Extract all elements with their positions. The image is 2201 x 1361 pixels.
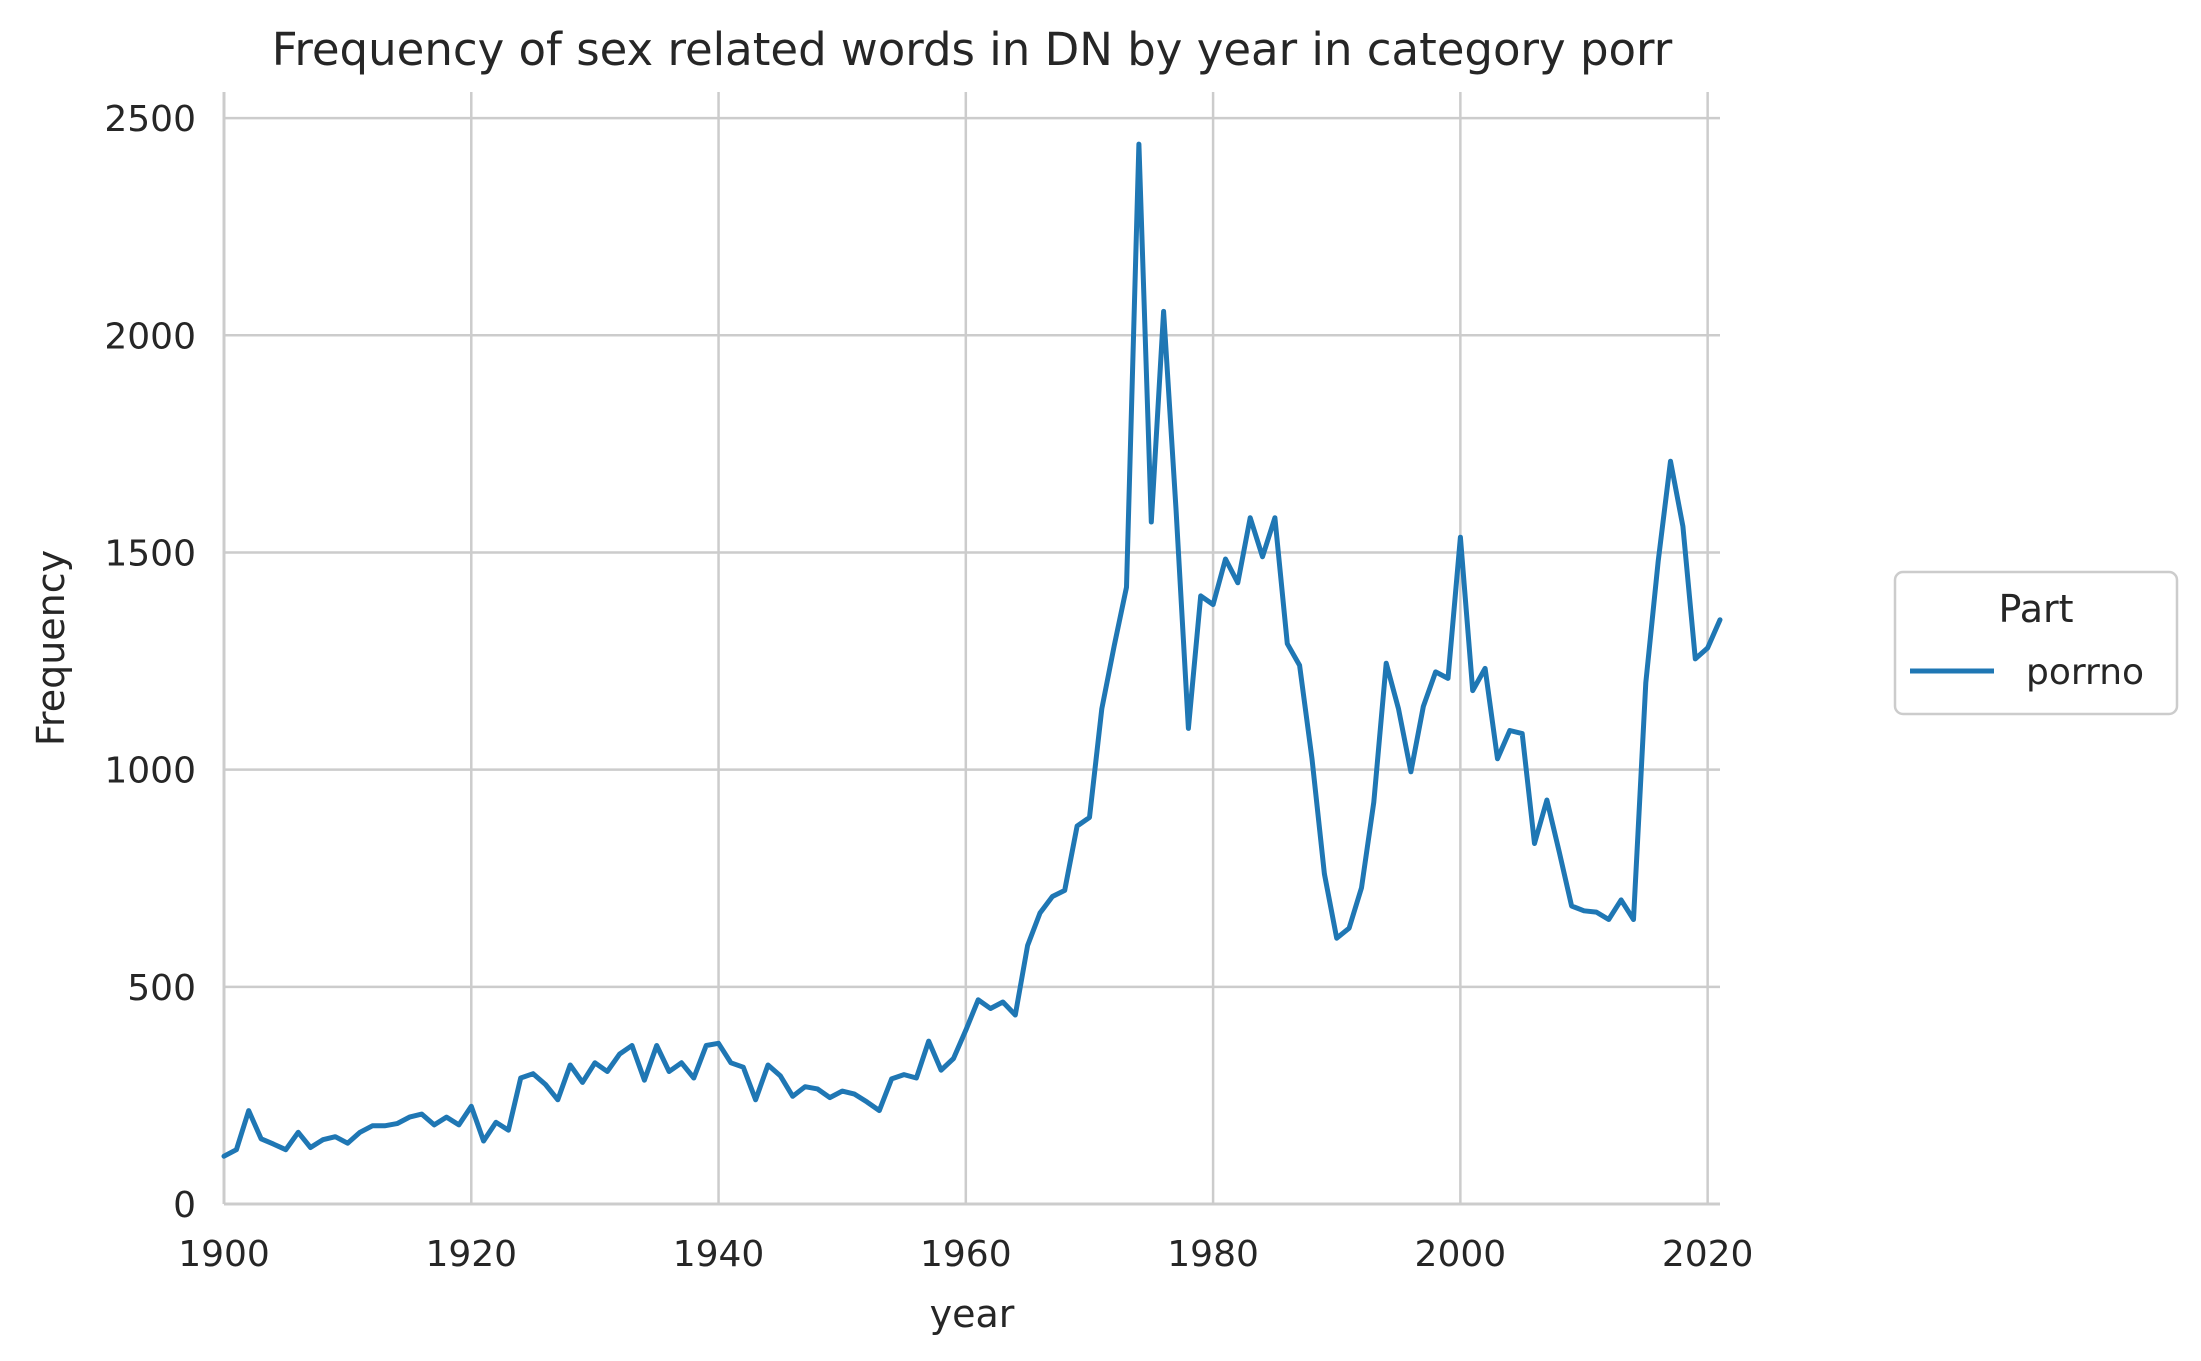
chart-title: Frequency of sex related words in DN by … <box>272 23 1673 76</box>
x-tick-label: 1920 <box>425 1234 517 1275</box>
legend-label-porrno: porrno <box>2026 652 2144 693</box>
x-tick-label: 1940 <box>673 1234 765 1275</box>
x-axis-label: year <box>930 1292 1015 1336</box>
y-tick-label: 2000 <box>104 316 196 357</box>
y-tick-label: 500 <box>127 968 196 1009</box>
y-tick-label: 0 <box>173 1185 196 1226</box>
y-tick-label: 2500 <box>104 99 196 140</box>
y-tick-label: 1000 <box>104 751 196 792</box>
axis-spines <box>222 92 1720 1206</box>
x-tick-labels: 1900 1920 1940 1960 1980 2000 2020 <box>178 1234 1753 1275</box>
x-tick-label: 2020 <box>1662 1234 1754 1275</box>
x-tick-label: 1900 <box>178 1234 270 1275</box>
legend: Part porrno <box>1893 570 2179 716</box>
x-tick-label: 2000 <box>1415 1234 1507 1275</box>
series-lines <box>221 141 1723 1159</box>
x-tick-label: 1980 <box>1167 1234 1259 1275</box>
gridlines <box>222 92 1720 1206</box>
y-tick-labels: 0 500 1000 1500 2000 2500 <box>104 99 196 1226</box>
x-tick-label: 1960 <box>920 1234 1012 1275</box>
legend-box <box>1893 570 2179 716</box>
y-tick-label: 1500 <box>104 533 196 574</box>
series-line-porrno <box>221 141 1723 1159</box>
y-axis-label: Frequency <box>29 550 73 746</box>
legend-title: Part <box>1998 587 2073 631</box>
